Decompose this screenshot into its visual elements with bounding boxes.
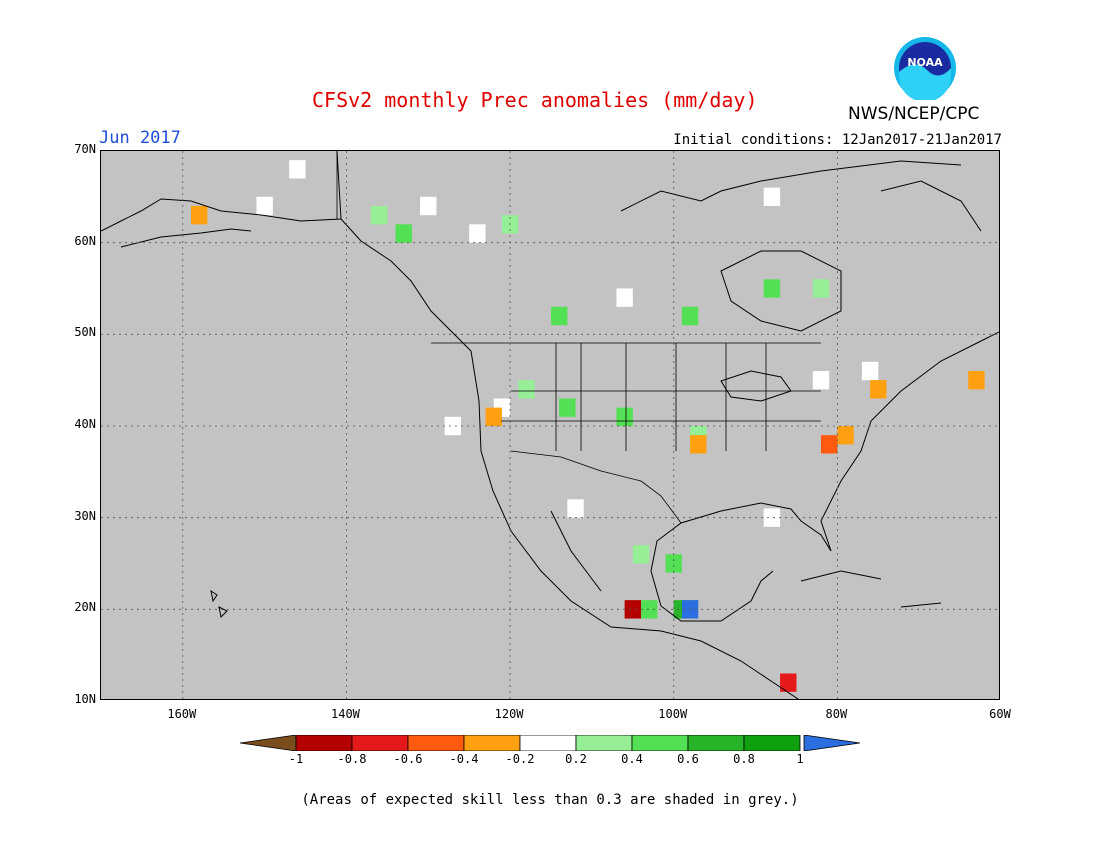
colorbar-label: -0.8 (337, 752, 367, 766)
colorbar-label: -0.6 (393, 752, 423, 766)
colorbar-swatch (295, 735, 353, 751)
lon-tick-label: 140W (331, 707, 360, 721)
colorbar-swatch (407, 735, 465, 751)
coastlines (101, 151, 999, 699)
lon-tick-label: 160W (167, 707, 197, 721)
political-borders (336, 151, 821, 524)
anomaly-cell (763, 508, 781, 527)
anomaly-cell (395, 224, 412, 243)
anomaly-cell (289, 160, 306, 179)
colorbar-swatch (240, 735, 297, 751)
anomaly-cell (567, 499, 584, 518)
colorbar-label: -0.2 (505, 752, 535, 766)
precip-anomaly-map (100, 150, 1000, 700)
colorbar-label: -0.4 (449, 752, 479, 766)
colorbar-swatch (463, 735, 521, 751)
anomaly-cell (616, 288, 633, 307)
lat-tick-label: 30N (74, 508, 96, 523)
anomaly-cell (632, 545, 650, 564)
anomaly-cell (256, 196, 273, 216)
initial-conditions: Initial conditions: 12Jan2017-21Jan2017 (673, 132, 1002, 148)
colorbar-swatch (351, 735, 409, 751)
anomaly-cell (469, 224, 486, 243)
anomaly-cell (820, 435, 838, 454)
colorbar-label: 1 (796, 752, 804, 766)
colorbar-label: 0.4 (621, 752, 643, 766)
lon-tick-label: 120W (494, 707, 524, 721)
map-title: CFSv2 monthly Prec anomalies (mm/day) (312, 88, 758, 112)
colorbar-label: -1 (288, 752, 304, 766)
lat-tick-label: 60N (74, 233, 96, 248)
anomaly-cell (640, 600, 658, 619)
colorbar-swatch (519, 735, 577, 751)
anomaly-cell (616, 407, 633, 427)
lon-tick-label: 60W (989, 707, 1011, 721)
lat-tick-label: 70N (74, 142, 96, 156)
lat-tick-label: 20N (74, 600, 96, 615)
anomaly-cell (665, 554, 682, 573)
map-canvas (101, 151, 999, 699)
colorbar-swatch (575, 735, 633, 751)
noaa-logo: NOAA (894, 37, 956, 100)
colorbar (240, 735, 860, 751)
lat-tick-label: 10N (74, 692, 96, 706)
anomaly-cell (690, 435, 707, 454)
anomaly-cell (763, 187, 781, 207)
colorbar-label: 0.8 (733, 752, 755, 766)
forecast-month: Jun 2017 (99, 128, 181, 148)
noaa-logo-text: NOAA (907, 56, 943, 69)
anomaly-cell (518, 380, 535, 399)
anomaly-cell (190, 205, 208, 225)
anomaly-cell (861, 361, 879, 381)
anomaly-cell (837, 425, 854, 445)
lat-tick-label: 40N (74, 417, 96, 431)
anomaly-cell (444, 416, 462, 436)
anomaly-cell (559, 398, 576, 417)
anomaly-cell (624, 600, 642, 619)
anomaly-cell (420, 196, 437, 216)
colorbar-swatch (743, 735, 801, 751)
colorbar-swatch (631, 735, 689, 751)
lat-tick-label: 50N (74, 325, 96, 340)
anomaly-cells (190, 160, 985, 692)
anomaly-cell (968, 370, 985, 390)
anomaly-cell (763, 279, 781, 298)
colorbar-label: 0.6 (677, 752, 699, 766)
anomaly-cell (681, 306, 699, 326)
anomaly-cell (870, 380, 887, 399)
anomaly-cell (812, 279, 830, 298)
lat-lon-grid (101, 151, 999, 699)
anomaly-cell (550, 306, 568, 326)
agency-label: NWS/NCEP/CPC (848, 104, 980, 124)
footnote: (Areas of expected skill less than 0.3 a… (301, 792, 799, 808)
anomaly-cell (780, 673, 797, 692)
anomaly-cell (370, 205, 388, 225)
lon-tick-label: 80W (825, 707, 848, 721)
anomaly-cell (485, 407, 502, 427)
colorbar-label: 0.2 (565, 752, 587, 766)
colorbar-swatch (803, 735, 860, 751)
anomaly-cell (812, 370, 830, 390)
colorbar-swatch (687, 735, 745, 751)
lon-tick-label: 100W (658, 707, 688, 721)
